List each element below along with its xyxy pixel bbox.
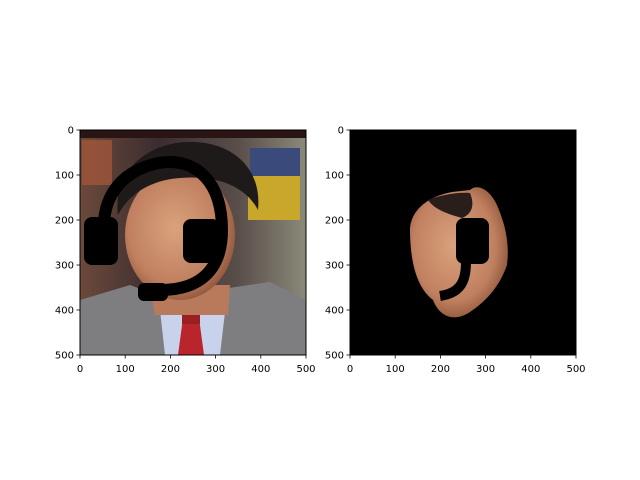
left-ytick-label: 200 xyxy=(55,216,74,227)
right-xtick-label: 100 xyxy=(386,364,405,375)
left-xtick-label: 100 xyxy=(116,364,135,375)
right-image-panel xyxy=(350,130,576,355)
left-ytick-label: 0 xyxy=(68,126,74,137)
left-xtick-label: 0 xyxy=(77,364,83,375)
mask-band-hole xyxy=(438,261,471,301)
photo-top-bar xyxy=(80,130,306,138)
mask-hair-dark xyxy=(428,192,473,218)
left-xtick-label: 300 xyxy=(206,364,225,375)
right-xtick-label: 400 xyxy=(521,364,540,375)
left-ytick-label: 100 xyxy=(55,171,74,182)
right-xtick-label: 200 xyxy=(431,364,450,375)
right-ytick-label: 200 xyxy=(325,216,344,227)
headset-microphone xyxy=(138,283,168,301)
right-ytick-label: 300 xyxy=(325,261,344,272)
headset-left-earpiece xyxy=(84,217,118,265)
right-ytick-label: 400 xyxy=(325,306,344,317)
right-ytick-label: 500 xyxy=(325,351,344,362)
left-plot-frame xyxy=(79,129,307,356)
photo-tie xyxy=(178,318,204,355)
left-xtick-label: 200 xyxy=(161,364,180,375)
right-ytick-label: 100 xyxy=(325,171,344,182)
headset-band xyxy=(97,155,229,296)
right-xtick-label: 300 xyxy=(476,364,495,375)
right-xtick-label: 500 xyxy=(566,364,585,375)
photo-sign-blue xyxy=(250,148,300,176)
right-xtick-label: 0 xyxy=(347,364,353,375)
right-plot-frame xyxy=(349,129,577,356)
left-image-panel xyxy=(80,130,306,355)
left-ytick-label: 300 xyxy=(55,261,74,272)
left-xtick-label: 400 xyxy=(251,364,270,375)
left-ytick-label: 500 xyxy=(55,351,74,362)
right-ytick-label: 0 xyxy=(338,126,344,137)
photo-light-red xyxy=(82,140,112,185)
left-ytick-label: 400 xyxy=(55,306,74,317)
left-xtick-label: 500 xyxy=(296,364,315,375)
mask-earpiece-hole xyxy=(456,218,489,264)
headset-right-earpiece xyxy=(183,219,220,263)
